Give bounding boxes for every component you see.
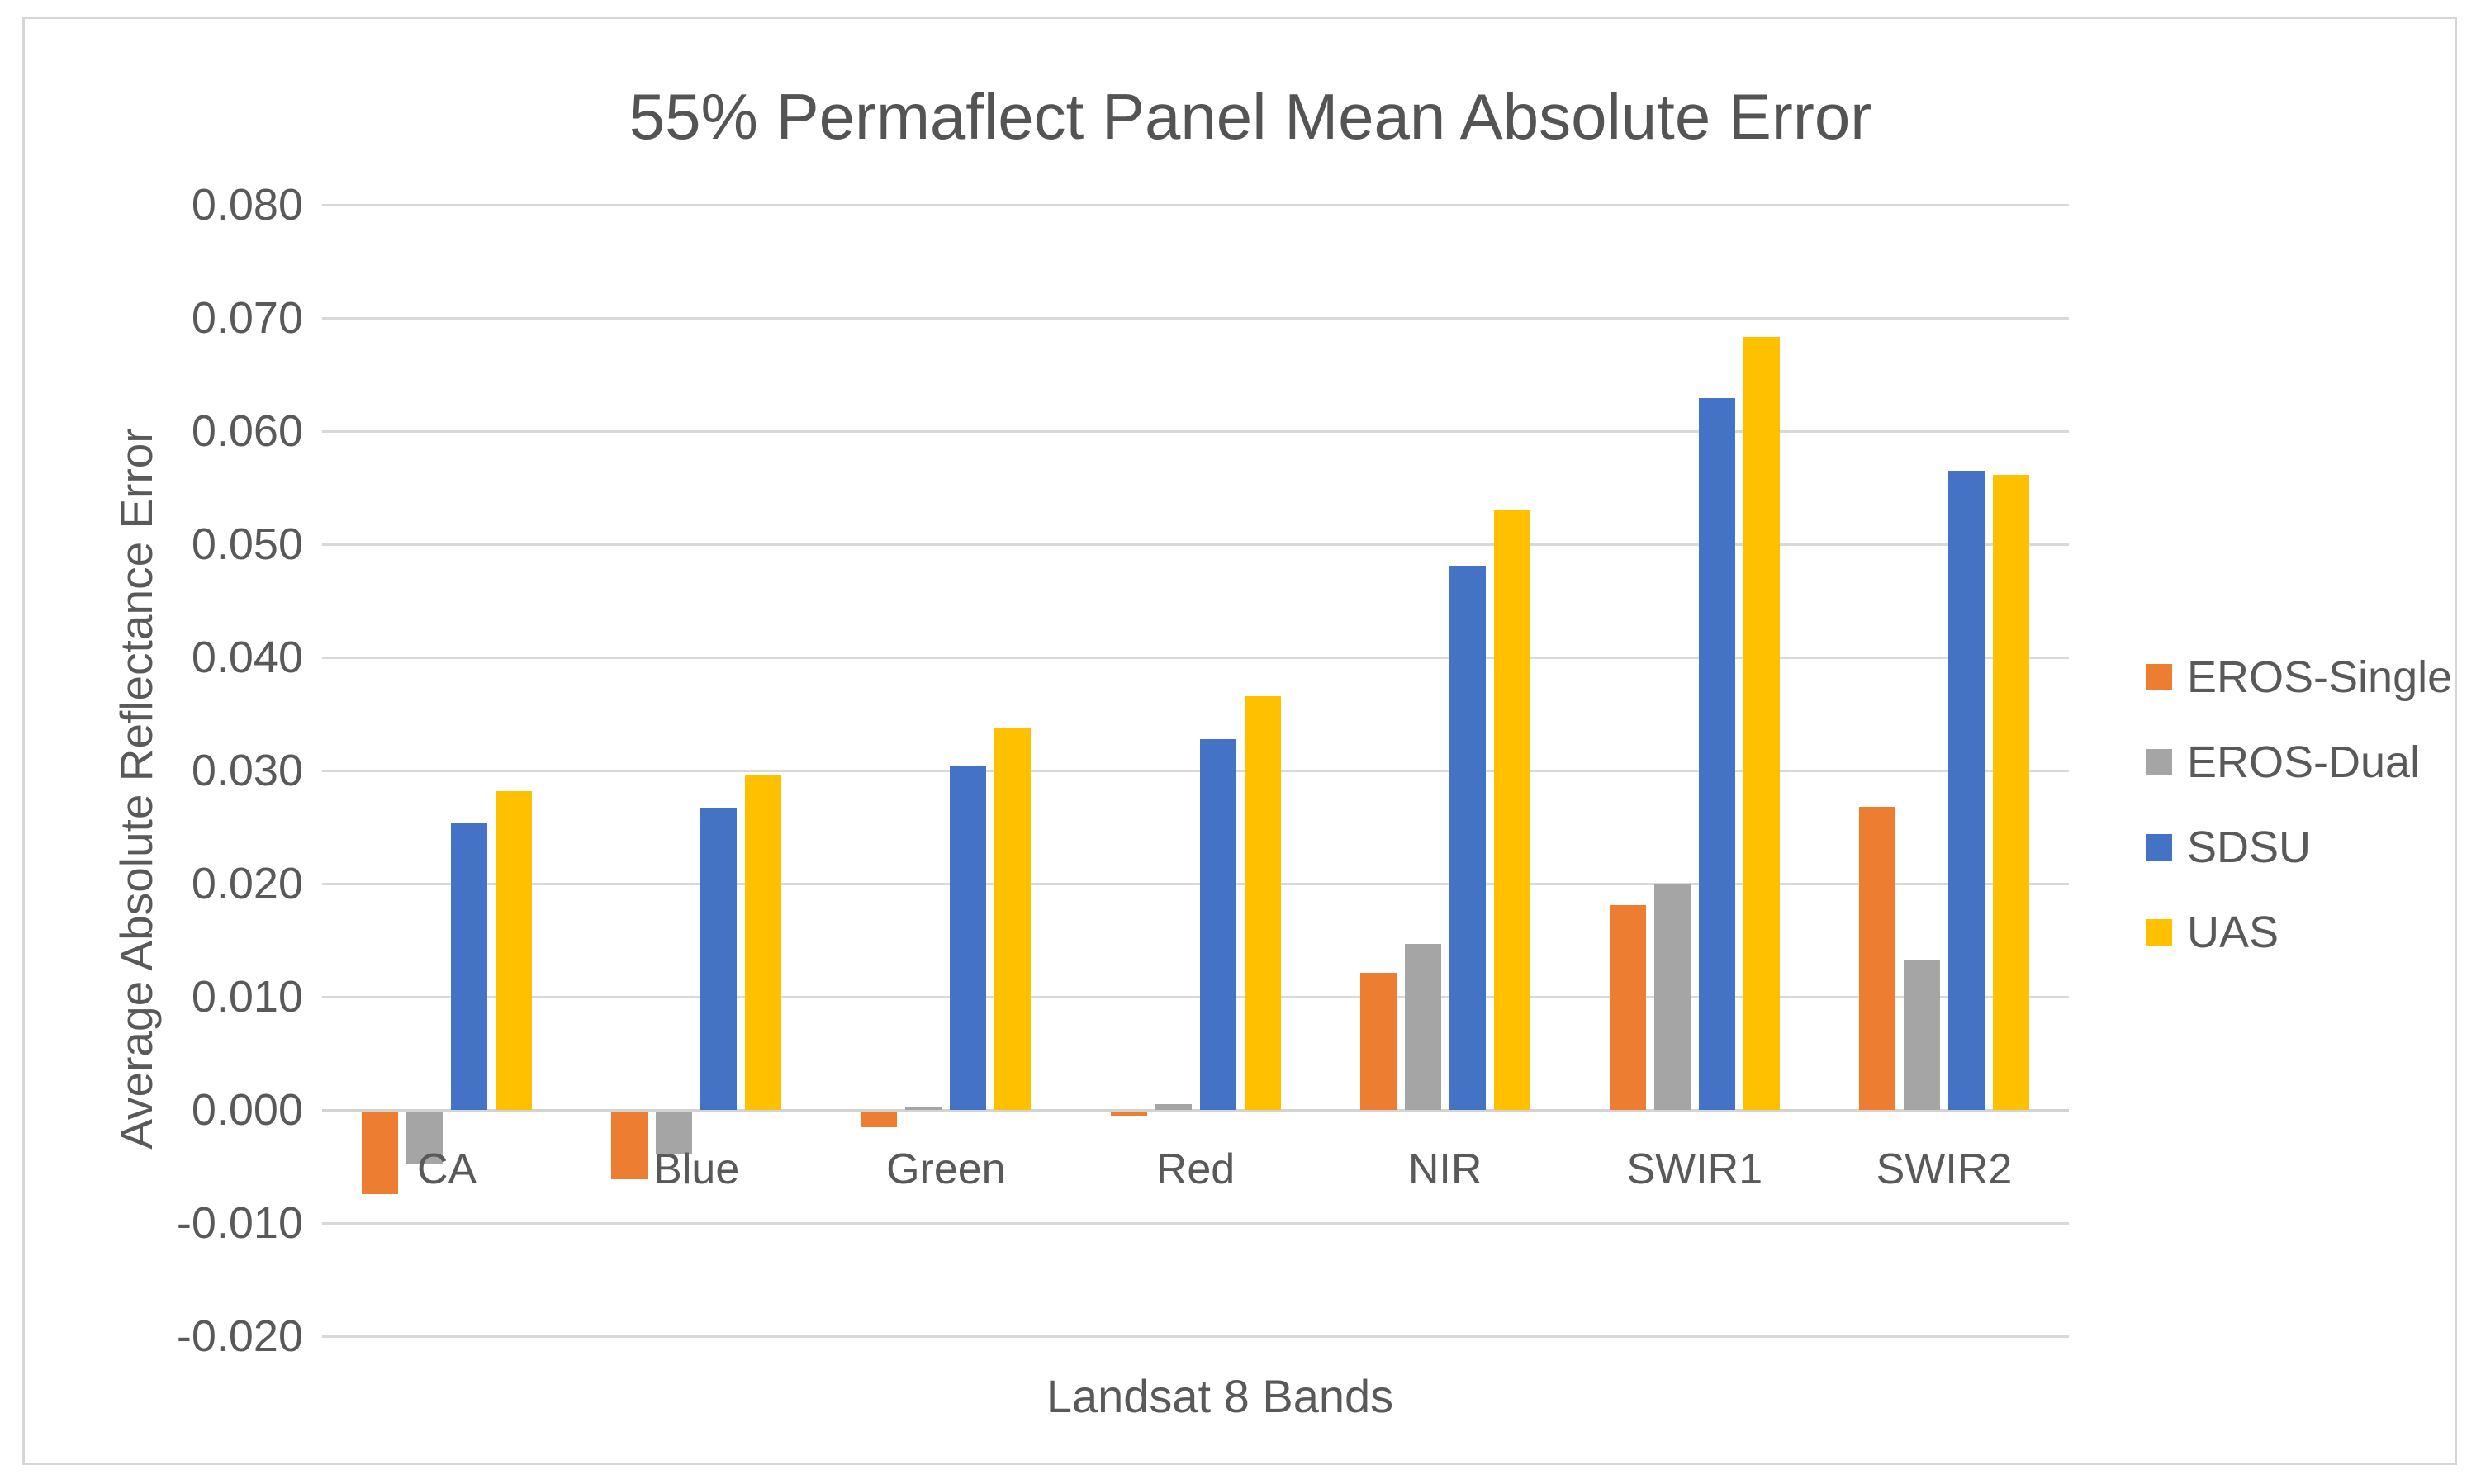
legend-swatch-eros-single: [2146, 664, 2172, 690]
bar-uas-swir2: [1992, 475, 2029, 1110]
y-tick-label: 0.060: [191, 406, 303, 456]
gridline: [322, 204, 2069, 206]
y-tick-label: 0.020: [191, 859, 303, 908]
category-label-swir1: SWIR1: [1626, 1145, 1763, 1193]
y-tick-label: 0.000: [191, 1085, 303, 1135]
legend-swatch-uas: [2146, 919, 2172, 946]
bar-eros-single-swir2: [1858, 806, 1895, 1110]
gridline: [322, 770, 2069, 772]
bar-sdsu-swir2: [1947, 470, 1985, 1110]
bar-eros-dual-nir: [1404, 943, 1441, 1110]
bar-eros-single-blue: [611, 1112, 648, 1180]
bar-eros-dual-ca: [406, 1112, 444, 1165]
y-tick-label: 0.040: [191, 633, 303, 682]
gridline: [322, 430, 2069, 433]
chart-title: 55% Permaflect Panel Mean Absolute Error: [629, 80, 1872, 153]
bar-eros-single-swir1: [1609, 905, 1646, 1110]
category-label-green: Green: [886, 1145, 1006, 1193]
legend-label: EROS-Single: [2187, 652, 2453, 702]
legend-swatch-eros-dual: [2146, 749, 2172, 775]
legend-label: UAS: [2187, 908, 2279, 957]
category-label-blue: Blue: [653, 1145, 740, 1193]
bar-uas-blue: [745, 775, 782, 1110]
bar-uas-swir1: [1743, 337, 1780, 1110]
y-tick-label: 0.080: [191, 180, 303, 230]
bar-sdsu-swir1: [1698, 398, 1735, 1110]
category-label-red: Red: [1155, 1145, 1236, 1193]
bar-eros-single-ca: [362, 1112, 399, 1194]
y-tick-label: 0.050: [191, 519, 303, 569]
bar-eros-single-green: [861, 1112, 898, 1128]
category-label-ca: CA: [416, 1145, 477, 1193]
gridline: [322, 1222, 2069, 1225]
bar-eros-dual-swir2: [1903, 960, 1940, 1110]
chart-frame: 55% Permaflect Panel Mean Absolute Error…: [22, 17, 2457, 1465]
category-axis-line: [322, 1109, 2069, 1112]
y-tick-label: 0.010: [191, 972, 303, 1022]
category-label-nir: NIR: [1407, 1145, 1482, 1193]
bar-eros-single-nir: [1359, 973, 1397, 1110]
y-tick-label: 0.070: [191, 293, 303, 343]
bar-uas-ca: [496, 790, 533, 1110]
x-axis-title: Landsat 8 Bands: [1046, 1370, 1394, 1422]
y-tick-label: 0.030: [191, 746, 303, 795]
bar-sdsu-green: [950, 766, 987, 1110]
bar-sdsu-blue: [700, 808, 738, 1110]
gridline: [322, 996, 2069, 998]
gridline: [322, 1335, 2069, 1338]
legend-swatch-sdsu: [2146, 834, 2172, 861]
gridline: [322, 657, 2069, 659]
bar-eros-single-red: [1110, 1112, 1147, 1117]
bar-uas-nir: [1493, 510, 1530, 1110]
bar-eros-dual-blue: [656, 1112, 693, 1154]
legend-label: EROS-Dual: [2187, 737, 2421, 787]
bar-sdsu-red: [1199, 738, 1236, 1110]
bar-uas-red: [1244, 695, 1281, 1110]
gridline: [322, 883, 2069, 885]
bar-eros-dual-swir1: [1653, 884, 1691, 1110]
bar-uas-green: [994, 728, 1032, 1110]
bar-eros-dual-green: [905, 1107, 942, 1110]
y-tick-label: -0.010: [176, 1198, 303, 1248]
y-tick-label: -0.020: [176, 1311, 303, 1361]
gridline: [322, 317, 2069, 320]
legend-label: SDSU: [2187, 823, 2312, 872]
bar-eros-dual-red: [1155, 1104, 1192, 1110]
category-label-swir2: SWIR2: [1876, 1145, 2013, 1193]
bar-sdsu-nir: [1449, 566, 1486, 1110]
bar-sdsu-ca: [451, 823, 488, 1110]
gridline: [322, 543, 2069, 546]
